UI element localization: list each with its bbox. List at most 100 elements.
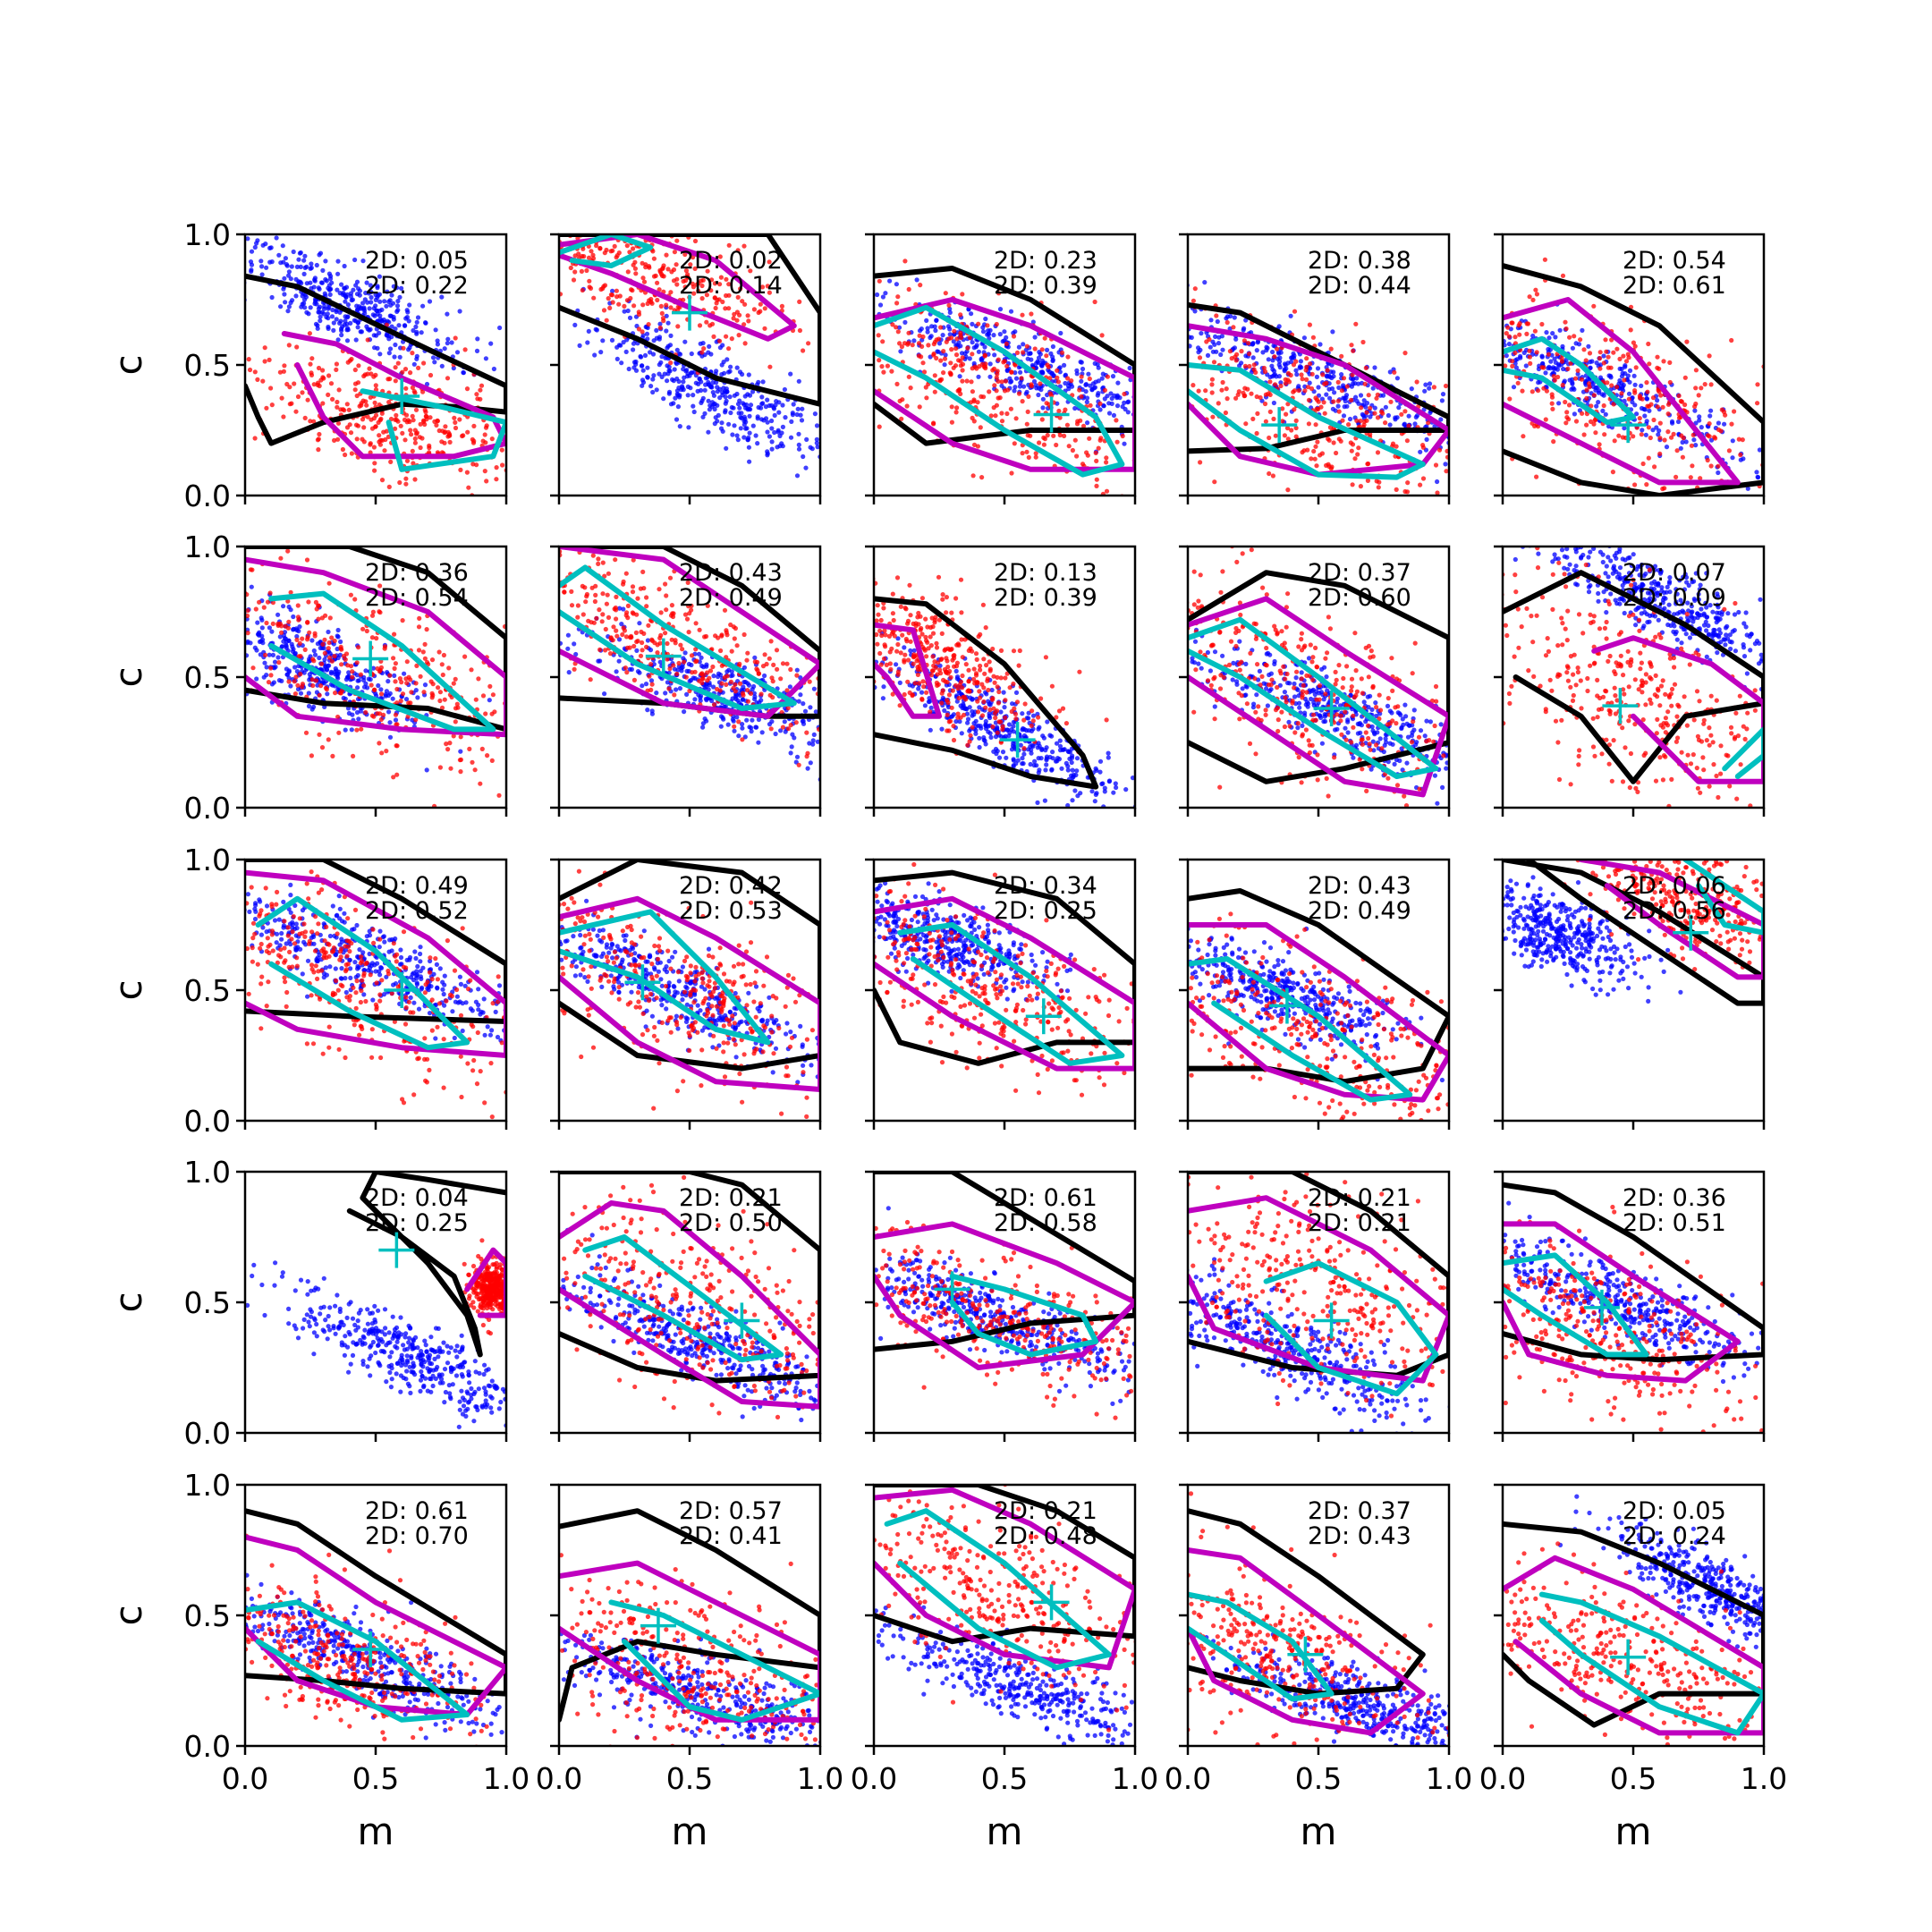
red-point	[261, 605, 267, 610]
blue-point	[258, 639, 264, 644]
blue-point	[319, 309, 325, 315]
blue-point	[1754, 470, 1759, 475]
black-contour	[559, 234, 820, 407]
blue-point	[298, 264, 303, 269]
blue-point	[363, 668, 369, 674]
blue-point	[386, 709, 392, 715]
blue-point	[427, 299, 433, 304]
blue-point	[290, 298, 295, 303]
red-point	[252, 369, 258, 375]
red-point	[1314, 397, 1320, 402]
red-point	[1404, 438, 1410, 444]
blue-point	[649, 711, 656, 716]
red-point	[482, 469, 487, 474]
blue-point	[283, 256, 288, 261]
red-point	[418, 674, 423, 679]
blue-point	[712, 401, 717, 407]
red-point	[771, 662, 776, 668]
blue-point	[1586, 343, 1591, 349]
blue-point	[648, 678, 655, 683]
blue-point	[309, 285, 314, 291]
annotation-text: 2D: 0.44	[1308, 272, 1411, 300]
blue-point	[1594, 360, 1599, 366]
blue-point	[769, 439, 775, 445]
red-point	[710, 664, 716, 670]
red-point	[352, 387, 358, 393]
blue-point	[1102, 396, 1107, 402]
red-point	[417, 435, 422, 440]
blue-point	[1551, 366, 1556, 371]
blue-point	[335, 258, 341, 264]
blue-point	[1277, 365, 1283, 370]
red-point	[1443, 383, 1449, 389]
red-point	[448, 766, 453, 771]
red-point	[1311, 448, 1317, 454]
red-point	[1552, 377, 1557, 383]
blue-point	[314, 262, 319, 268]
red-point	[1593, 430, 1598, 436]
red-point	[320, 401, 326, 406]
blue-point	[650, 377, 656, 382]
blue-point	[637, 670, 642, 675]
red-point	[1258, 394, 1263, 401]
red-point	[1541, 386, 1546, 391]
red-point	[250, 567, 255, 572]
blue-point	[1085, 420, 1090, 426]
red-point	[354, 660, 360, 665]
red-point	[1657, 366, 1662, 371]
red-point	[640, 569, 646, 575]
red-point	[327, 655, 333, 660]
red-point	[356, 645, 361, 650]
blue-point	[1619, 366, 1624, 372]
blue-point	[773, 402, 778, 408]
blue-point	[986, 328, 991, 334]
red-point	[951, 365, 956, 370]
blue-point	[1215, 318, 1220, 325]
blue-point	[756, 716, 762, 723]
blue-point	[777, 444, 783, 449]
red-point	[1394, 444, 1399, 449]
red-point	[369, 635, 375, 640]
red-point	[692, 238, 699, 244]
red-point	[953, 410, 959, 415]
blue-point	[661, 396, 666, 402]
red-point	[609, 292, 615, 298]
blue-point	[664, 313, 669, 318]
blue-point	[600, 338, 606, 343]
blue-point	[1307, 380, 1312, 386]
red-point	[405, 714, 411, 719]
blue-point	[808, 705, 813, 710]
blue-point	[1557, 327, 1563, 333]
blue-point	[1683, 439, 1689, 445]
red-point	[905, 341, 911, 346]
red-point	[571, 277, 577, 283]
red-point	[268, 673, 274, 678]
red-point	[1306, 397, 1312, 402]
red-point	[1374, 479, 1379, 484]
blue-point	[1656, 432, 1661, 437]
red-point	[285, 625, 291, 631]
red-point	[633, 271, 639, 276]
blue-point	[773, 731, 778, 737]
red-point	[1016, 391, 1022, 396]
blue-point	[415, 315, 421, 320]
red-point	[263, 652, 268, 657]
red-point	[1517, 321, 1522, 326]
red-point	[640, 329, 645, 335]
red-point	[437, 690, 443, 695]
blue-point	[947, 306, 953, 311]
red-point	[741, 692, 746, 698]
blue-point	[1631, 373, 1637, 378]
blue-point	[721, 386, 726, 391]
red-point	[1608, 365, 1614, 370]
red-point	[250, 665, 256, 671]
red-point	[1616, 433, 1622, 438]
red-point	[614, 616, 619, 622]
red-point	[1648, 435, 1653, 441]
red-point	[960, 368, 965, 373]
red-point	[279, 623, 284, 629]
red-point	[1524, 321, 1530, 326]
red-point	[418, 421, 423, 427]
blue-point	[377, 292, 382, 297]
red-point	[668, 360, 674, 366]
